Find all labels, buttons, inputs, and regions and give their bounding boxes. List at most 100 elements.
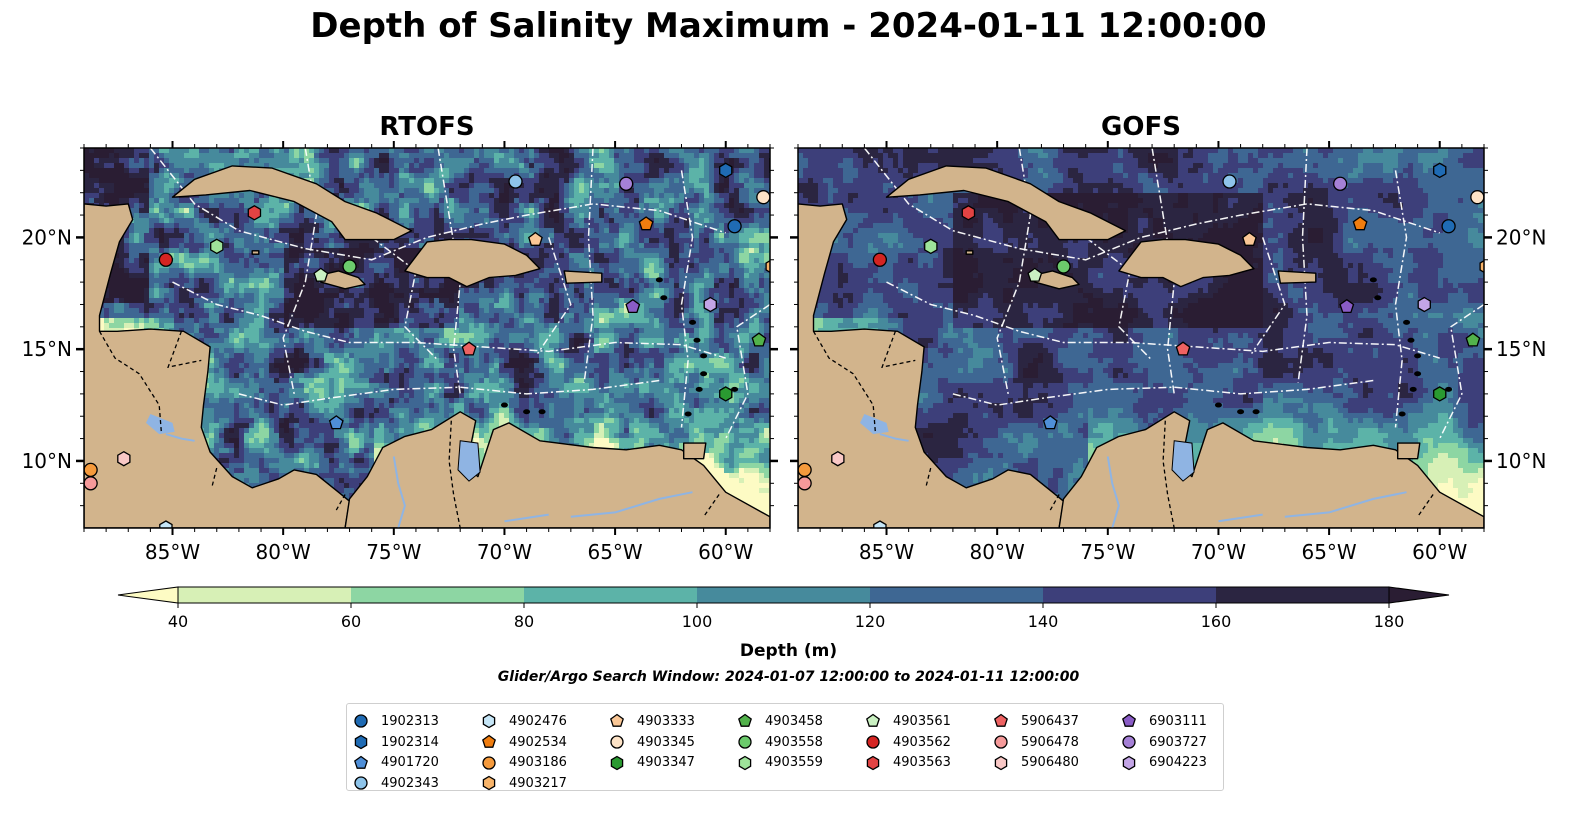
- legend-column: 6903111 6903727 6904223: [1121, 711, 1207, 773]
- colorbar-segment: [1043, 587, 1217, 603]
- land-yucatan: [798, 203, 1065, 528]
- land-trinidad: [1397, 442, 1421, 460]
- float-4903345: [1470, 190, 1484, 205]
- colorbar-tick-label: 60: [341, 612, 361, 631]
- legend-label: 6903111: [1149, 714, 1207, 729]
- hexagon-marker-icon: [738, 755, 752, 770]
- float-4903458: [1465, 332, 1481, 347]
- float-4903562: [158, 252, 174, 267]
- legend-marker: [738, 735, 752, 749]
- legend-label: 4903458: [765, 714, 823, 729]
- circle-marker-icon: [866, 735, 880, 749]
- float-5906478: [84, 476, 98, 491]
- colorbar-tick-label: 120: [855, 612, 886, 631]
- colorbar-over-extend: [1388, 586, 1450, 604]
- hexagon-marker-icon: [866, 755, 880, 770]
- legend-marker: [482, 714, 496, 729]
- land-jamaica: [317, 270, 366, 290]
- legend-marker: [1122, 714, 1136, 728]
- float-5906480: [831, 450, 845, 467]
- legend-label: 6904223: [1149, 755, 1207, 770]
- lon-tick-label: 60°W: [698, 540, 753, 564]
- lon-tick-label: 65°W: [1301, 540, 1356, 564]
- float-5906437: [461, 341, 477, 356]
- legend-item: 4902476: [481, 711, 567, 732]
- float-1902313: [727, 219, 742, 234]
- legend-marker: [1122, 755, 1136, 770]
- colorbar-segment: [524, 587, 698, 603]
- legend-label: 5906437: [1021, 714, 1079, 729]
- legend-item: 4903561: [865, 711, 951, 732]
- legend-marker: [738, 714, 752, 728]
- float-4903347: [719, 386, 733, 402]
- float-4903561: [313, 267, 329, 282]
- lon-tick-label: 70°W: [1191, 540, 1246, 564]
- float-4903186: [84, 462, 98, 478]
- map-frame: [797, 147, 1485, 529]
- lon-tick-label: 85°W: [859, 540, 914, 564]
- float-6903727: [619, 176, 634, 191]
- legend-item: 6903727: [1121, 732, 1207, 753]
- lon-tick-label: 75°W: [1080, 540, 1135, 564]
- pentagon-marker-icon: [482, 734, 496, 748]
- gofs-map: [798, 148, 1484, 528]
- legend-marker: [482, 756, 496, 770]
- float-5906478: [798, 476, 812, 491]
- circle-marker-icon: [482, 756, 496, 770]
- land-jamaica: [1031, 270, 1080, 290]
- colorbar-tick-label: 100: [682, 612, 713, 631]
- legend-column: 4903333 4903345 4903347: [609, 711, 695, 773]
- hexagon-marker-icon: [994, 755, 1008, 770]
- land-puertoRico: [563, 270, 603, 284]
- legend-marker: [354, 714, 368, 728]
- float-4903558: [1056, 259, 1071, 274]
- legend-item: 4903559: [737, 752, 823, 773]
- legend-label: 4903559: [765, 755, 823, 770]
- legend-marker: [482, 776, 496, 791]
- pentagon-marker-icon: [354, 755, 368, 769]
- hexagon-marker-icon: [354, 734, 368, 750]
- float-4903345: [756, 190, 770, 205]
- legend-marker: [866, 735, 880, 749]
- colorbar-tick-label: 160: [1201, 612, 1232, 631]
- colorbar-tick-label: 180: [1374, 612, 1405, 631]
- legend-item: 4902343: [353, 773, 439, 794]
- land-cayman: [251, 250, 260, 255]
- float-4902534: [638, 216, 654, 231]
- float-6904223: [703, 296, 717, 313]
- legend-label: 4901720: [381, 755, 439, 770]
- legend-column: 1902313 1902314 4901720 4902343: [353, 711, 439, 794]
- pentagon-marker-icon: [866, 714, 880, 728]
- legend-label: 4903345: [637, 735, 695, 750]
- legend-marker: [866, 714, 880, 728]
- legend-label: 1902314: [381, 735, 439, 750]
- colorbar-under-extend: [117, 586, 179, 604]
- hexagon-marker-icon: [482, 776, 496, 791]
- legend-marker: [354, 734, 368, 750]
- float-4902534: [1352, 216, 1368, 231]
- circle-marker-icon: [738, 735, 752, 749]
- colorbar-segment: [870, 587, 1044, 603]
- land-puertoRico: [1277, 270, 1317, 284]
- panel-title-gofs: GOFS: [798, 112, 1484, 142]
- legend-item: 4901720: [353, 752, 439, 773]
- legend-item: 4903217: [481, 773, 567, 794]
- legend-label: 4903563: [893, 755, 951, 770]
- float-4903217: [765, 260, 770, 273]
- float-1902314: [719, 162, 733, 179]
- circle-marker-icon: [610, 735, 624, 749]
- float-4903217: [1479, 260, 1484, 273]
- land-cuba: [885, 165, 1127, 241]
- pentagon-marker-icon: [610, 714, 624, 728]
- legend-marker: [610, 735, 624, 749]
- float-5906437: [1175, 341, 1191, 356]
- legend-marker: [1122, 735, 1136, 749]
- lat-tick-label: 10°N: [22, 449, 72, 473]
- float-4901720: [328, 415, 344, 430]
- legend-label: 4903333: [637, 714, 695, 729]
- legend-marker: [610, 755, 624, 770]
- lat-tick-label: 20°N: [1496, 225, 1546, 249]
- lat-tick-label: 10°N: [1496, 449, 1546, 473]
- float-4901720: [1042, 415, 1058, 430]
- lon-tick-label: 80°W: [256, 540, 311, 564]
